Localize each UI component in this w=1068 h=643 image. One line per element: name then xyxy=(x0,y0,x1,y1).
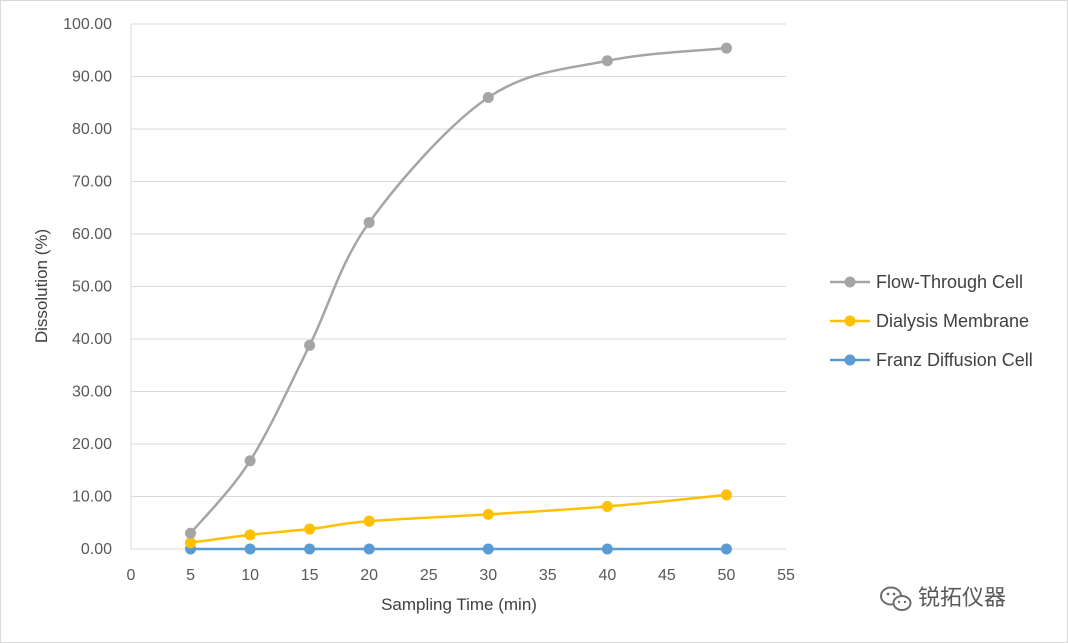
data-point xyxy=(304,339,316,351)
y-tick-label: 20.00 xyxy=(72,436,112,453)
data-point xyxy=(601,500,613,512)
x-tick-label: 5 xyxy=(186,567,195,584)
x-tick-label: 35 xyxy=(539,567,557,584)
y-axis-title: Dissolution (%) xyxy=(32,229,51,343)
data-point xyxy=(363,216,375,228)
y-tick-labels: 0.00 10.00 20.00 30.00 40.00 50.00 60.00 70.00 8… xyxy=(63,16,112,558)
data-point xyxy=(720,42,732,54)
series-lines xyxy=(189,46,727,551)
y-tick-label: 70.00 xyxy=(72,174,112,191)
legend-label: Franz Diffusion Cell xyxy=(876,350,1033,370)
data-point xyxy=(482,543,494,555)
data-point xyxy=(720,543,732,555)
y-tick-label: 90.00 xyxy=(72,69,112,86)
series-line xyxy=(189,46,727,535)
watermark: 锐拓仪器 xyxy=(880,586,1006,611)
y-tick-label: 40.00 xyxy=(72,331,112,348)
legend: Flow-Through Cell Dialysis Membrane Franz … xyxy=(830,272,1033,370)
wechat-icon xyxy=(880,586,912,611)
data-point xyxy=(185,527,197,539)
legend-marker xyxy=(844,354,856,366)
data-point xyxy=(601,543,613,555)
x-tick-label: 20 xyxy=(360,567,378,584)
data-point xyxy=(363,515,375,527)
y-tick-label: 60.00 xyxy=(72,226,112,243)
x-tick-label: 30 xyxy=(479,567,497,584)
y-tick-label: 100.00 xyxy=(63,16,112,33)
y-tick-label: 30.00 xyxy=(72,384,112,401)
x-tick-label: 25 xyxy=(420,567,438,584)
legend-label: Flow-Through Cell xyxy=(876,272,1023,292)
data-point xyxy=(244,529,256,541)
data-point xyxy=(185,537,197,549)
watermark-text: 锐拓仪器 xyxy=(918,586,1006,611)
y-tick-label: 10.00 xyxy=(72,489,112,506)
data-point xyxy=(482,508,494,520)
x-tick-labels: 0 5 10 15 20 25 30 35 40 45 50 55 xyxy=(127,567,795,584)
series-points xyxy=(185,42,732,555)
data-point xyxy=(720,489,732,501)
x-tick-label: 0 xyxy=(127,567,136,584)
legend-label: Dialysis Membrane xyxy=(876,311,1029,331)
x-tick-label: 50 xyxy=(718,567,736,584)
x-tick-label: 55 xyxy=(777,567,795,584)
data-point xyxy=(304,523,316,535)
legend-marker xyxy=(844,315,856,327)
x-tick-label: 40 xyxy=(598,567,616,584)
legend-marker xyxy=(844,276,856,288)
x-axis-title: Sampling Time (min) xyxy=(381,595,537,614)
y-tick-label: 50.00 xyxy=(72,279,112,296)
x-tick-label: 15 xyxy=(301,567,319,584)
y-tick-label: 0.00 xyxy=(81,541,112,558)
data-point xyxy=(304,543,316,555)
data-point xyxy=(244,543,256,555)
data-point xyxy=(244,455,256,467)
gridlines xyxy=(130,23,786,550)
data-point xyxy=(363,543,375,555)
x-tick-label: 45 xyxy=(658,567,676,584)
data-point xyxy=(482,92,494,103)
data-point xyxy=(601,55,613,67)
series-line xyxy=(190,493,727,544)
y-tick-label: 80.00 xyxy=(72,121,112,138)
x-tick-label: 10 xyxy=(241,567,259,584)
